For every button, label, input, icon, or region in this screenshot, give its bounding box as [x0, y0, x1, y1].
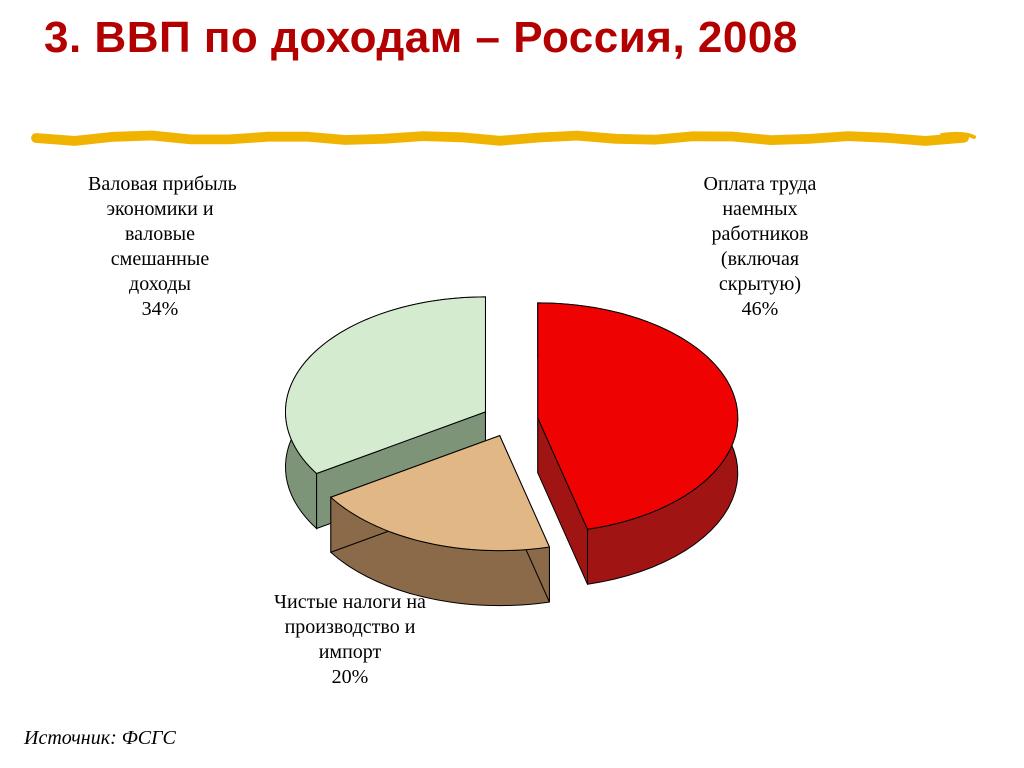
pie-label-gross_profit: Валовая прибыль экономики и валовые смеш…: [88, 172, 232, 322]
pie-label-taxes: Чистые налоги на производство и импорт 2…: [273, 590, 427, 690]
title-underline: [30, 126, 990, 148]
source-footnote: Источник: ФСГС: [24, 727, 176, 750]
slide-title: 3. ВВП по доходам – Россия, 2008: [44, 14, 964, 62]
pie-label-labor: Оплата труда наемных работников (включая…: [702, 172, 817, 322]
